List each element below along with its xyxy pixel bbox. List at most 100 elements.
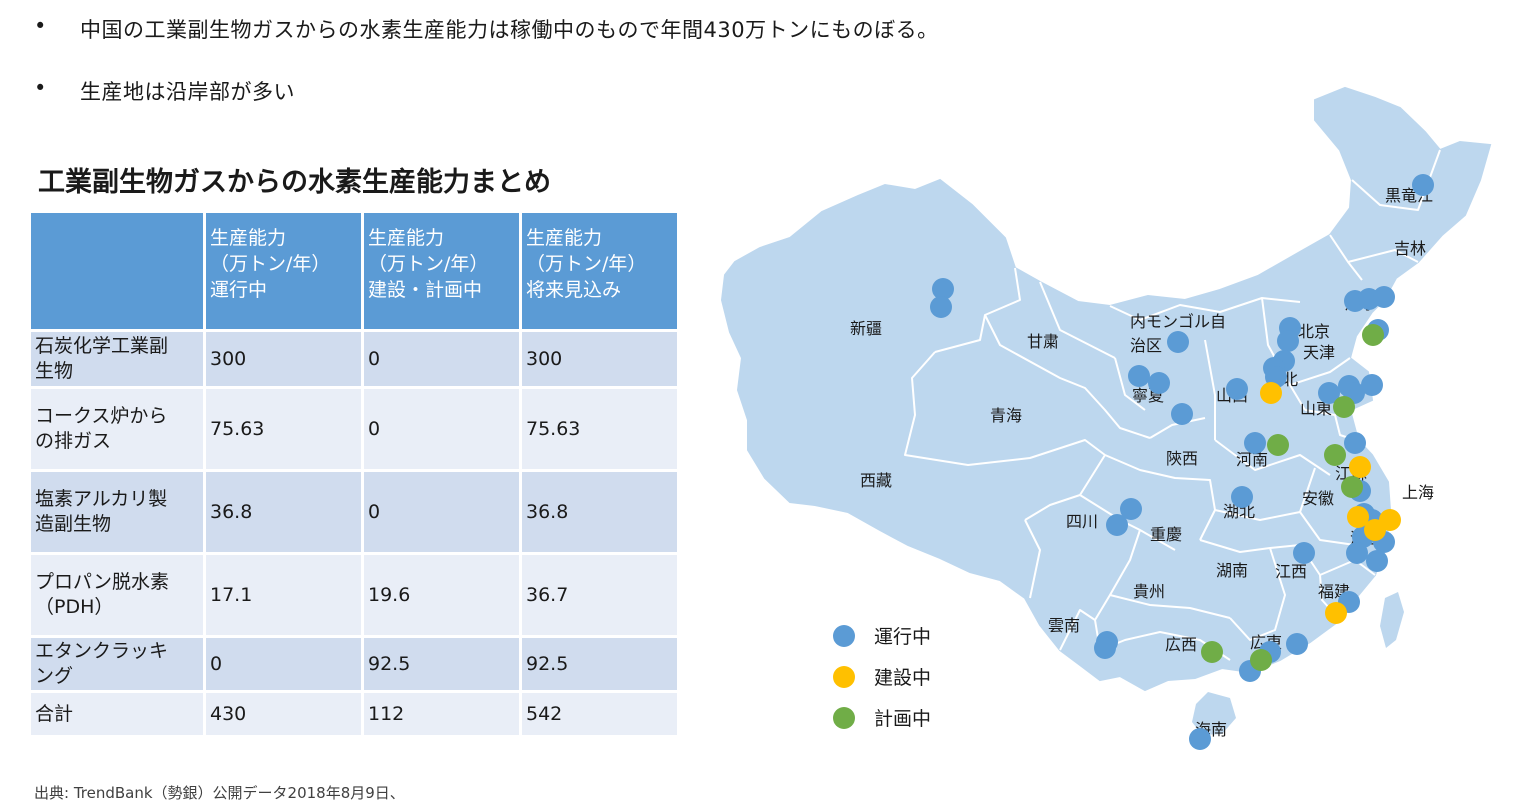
legend-label-construction: 建設中 xyxy=(874,667,931,689)
header-cell-future: 生産能力 （万トン/年） 将来見込み xyxy=(519,210,680,332)
cell-construction: 92.5 xyxy=(361,635,522,693)
province-label: 西藏 xyxy=(860,471,892,490)
facility-marker-planned xyxy=(1201,641,1223,663)
facility-marker-operating xyxy=(1189,728,1211,750)
legend-label-planned: 計画中 xyxy=(874,708,931,730)
cell-operating: 300 xyxy=(203,329,364,389)
province-label: 安徽 xyxy=(1302,489,1334,508)
row-label: 合計 xyxy=(28,690,206,738)
table-row: 石炭化学工業副 生物 300 0 300 xyxy=(28,329,680,389)
facility-marker-operating xyxy=(930,296,952,318)
cell-operating: 0 xyxy=(203,635,364,693)
capacity-summary-table: 生産能力 （万トン/年） 運行中 生産能力 （万トン/年） 建設・計画中 生産能力 （万ト… xyxy=(28,210,680,738)
province-label: 雲南 xyxy=(1048,616,1080,635)
province-label: 山東 xyxy=(1300,399,1332,418)
bullet-text: 生産地は沿岸部が多い xyxy=(80,80,295,104)
header-cell-empty xyxy=(28,210,206,332)
table-row: プロパン脱水素 （PDH） 17.1 19.6 36.7 xyxy=(28,552,680,638)
facility-marker-operating xyxy=(1120,498,1142,520)
table-row: エタンクラッキ ング 0 92.5 92.5 xyxy=(28,635,680,693)
facility-marker-construction xyxy=(1325,602,1347,624)
province-label: 陝西 xyxy=(1166,449,1198,468)
facility-marker-planned xyxy=(1362,324,1384,346)
province-label: 北京 xyxy=(1298,322,1330,341)
facility-marker-planned xyxy=(1324,444,1346,466)
table-title: 工業副生物ガスからの水素生産能力まとめ xyxy=(38,167,551,198)
facility-marker-construction xyxy=(1260,382,1282,404)
table-row-total: 合計 430 112 542 xyxy=(28,690,680,738)
cell-operating: 75.63 xyxy=(203,386,364,472)
facility-marker-operating xyxy=(1412,174,1434,196)
cell-future: 300 xyxy=(519,329,680,389)
facility-marker-operating xyxy=(1293,542,1315,564)
table-row: コークス炉から の排ガス 75.63 0 75.63 xyxy=(28,386,680,472)
facility-marker-construction xyxy=(1347,506,1369,528)
facility-marker-construction xyxy=(1349,456,1371,478)
province-label: 江西 xyxy=(1275,562,1307,581)
facility-marker-operating xyxy=(1361,374,1383,396)
cell-operating: 36.8 xyxy=(203,469,364,555)
legend-swatch-construction xyxy=(833,666,855,688)
facility-marker-planned xyxy=(1333,396,1355,418)
facility-marker-operating xyxy=(1373,286,1395,308)
facility-marker-operating xyxy=(1344,432,1366,454)
facility-marker-operating xyxy=(1167,331,1189,353)
facility-marker-operating xyxy=(1244,432,1266,454)
cell-future: 75.63 xyxy=(519,386,680,472)
row-label: コークス炉から の排ガス xyxy=(28,386,206,472)
province-label: 貴州 xyxy=(1133,582,1165,601)
legend-swatch-operating xyxy=(833,625,855,647)
header-cell-operating: 生産能力 （万トン/年） 運行中 xyxy=(203,210,364,332)
facility-marker-operating xyxy=(1366,550,1388,572)
bullet-text: 中国の工業副生物ガスからの水素生産能力は稼働中のもので年間430万トンにものぼる… xyxy=(80,18,939,42)
facility-marker-operating xyxy=(1226,378,1248,400)
facility-marker-operating xyxy=(1318,382,1340,404)
province-borders xyxy=(904,149,1441,661)
cell-future: 92.5 xyxy=(519,635,680,693)
province-label: 吉林 xyxy=(1394,239,1426,258)
facility-marker-planned xyxy=(1250,649,1272,671)
facility-markers xyxy=(930,174,1434,750)
china-land-shapes xyxy=(720,86,1492,735)
cell-future: 36.8 xyxy=(519,469,680,555)
facility-marker-operating xyxy=(1128,365,1150,387)
province-label: 広西 xyxy=(1165,635,1197,654)
province-label: 甘粛 xyxy=(1027,332,1059,351)
facility-marker-planned xyxy=(1267,434,1289,456)
source-note: 出典: TrendBank（勢銀）公開データ2018年8月9日、 xyxy=(34,784,405,802)
province-label: 重慶 xyxy=(1150,525,1182,544)
table-header-row: 生産能力 （万トン/年） 運行中 生産能力 （万トン/年） 建設・計画中 生産能力 （万ト… xyxy=(28,210,680,332)
cell-operating: 430 xyxy=(203,690,364,738)
facility-marker-operating xyxy=(1148,372,1170,394)
cell-future: 542 xyxy=(519,690,680,738)
province-label: 四川 xyxy=(1066,512,1098,531)
facility-marker-operating xyxy=(1277,330,1299,352)
legend-label-operating: 運行中 xyxy=(874,626,931,648)
row-label: 塩素アルカリ製 造副生物 xyxy=(28,469,206,555)
province-label: 新疆 xyxy=(850,319,882,338)
legend-swatch-planned xyxy=(833,707,855,729)
facility-marker-construction xyxy=(1364,519,1386,541)
province-label: 湖南 xyxy=(1216,561,1248,580)
cell-future: 36.7 xyxy=(519,552,680,638)
cell-construction: 0 xyxy=(361,386,522,472)
cell-construction: 0 xyxy=(361,329,522,389)
row-label: エタンクラッキ ング xyxy=(28,635,206,693)
bullet-marker: • xyxy=(34,76,47,100)
facility-marker-operating xyxy=(932,278,954,300)
province-label: 治区 xyxy=(1130,336,1162,355)
province-label: 天津 xyxy=(1303,343,1335,362)
facility-marker-operating xyxy=(1286,633,1308,655)
province-label: 内モンゴル自 xyxy=(1130,312,1226,331)
facility-marker-operating xyxy=(1231,486,1253,508)
cell-construction: 0 xyxy=(361,469,522,555)
facility-marker-operating xyxy=(1346,542,1368,564)
province-label: 上海 xyxy=(1402,483,1434,502)
facility-marker-operating xyxy=(1106,514,1128,536)
bullet-marker: • xyxy=(34,14,47,38)
row-label: プロパン脱水素 （PDH） xyxy=(28,552,206,638)
province-label: 河南 xyxy=(1236,450,1268,469)
table-row: 塩素アルカリ製 造副生物 36.8 0 36.8 xyxy=(28,469,680,555)
